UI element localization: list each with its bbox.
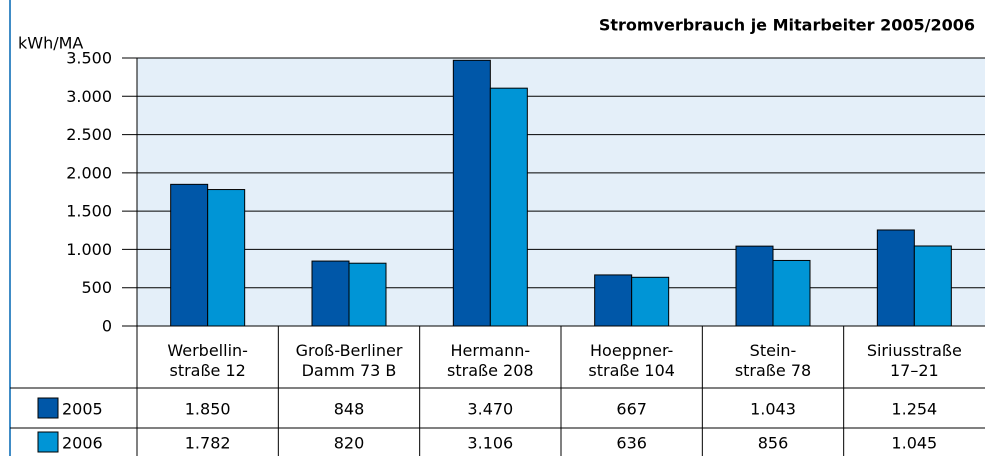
y-tick-label: 2.500 bbox=[66, 125, 112, 144]
table-value: 820 bbox=[334, 434, 365, 453]
table-value: 3.470 bbox=[467, 400, 513, 419]
x-tick-label: Hoeppner-straße 104 bbox=[588, 341, 675, 380]
bar bbox=[631, 276, 670, 327]
bar bbox=[311, 260, 350, 327]
x-tick-label: Stein-straße 78 bbox=[735, 341, 811, 380]
bar bbox=[913, 245, 952, 327]
table-value: 3.106 bbox=[467, 434, 513, 453]
y-axis-label: kWh/MA bbox=[18, 34, 83, 53]
bar bbox=[735, 245, 774, 327]
table-value: 856 bbox=[758, 434, 789, 453]
table-value: 1.043 bbox=[750, 400, 796, 419]
y-tick-label: 500 bbox=[81, 278, 112, 297]
bar bbox=[207, 189, 246, 327]
table-value: 1.254 bbox=[891, 400, 937, 419]
legend-label: 2005 bbox=[62, 400, 103, 419]
y-tick-label: 0 bbox=[102, 317, 112, 336]
bar bbox=[348, 262, 387, 327]
table-value: 848 bbox=[334, 400, 365, 419]
table-value: 1.045 bbox=[891, 434, 937, 453]
y-tick-label: 3.500 bbox=[66, 49, 112, 68]
bar bbox=[489, 87, 528, 327]
legend-swatch bbox=[37, 397, 59, 419]
legend-label: 2006 bbox=[62, 434, 103, 453]
table-value: 1.782 bbox=[185, 434, 231, 453]
bar bbox=[594, 274, 633, 327]
plot-background bbox=[137, 58, 985, 326]
legend-swatch bbox=[37, 431, 59, 453]
table-value: 636 bbox=[616, 434, 647, 453]
y-tick-label: 1.000 bbox=[66, 240, 112, 259]
bar bbox=[772, 259, 811, 327]
y-tick-label: 2.000 bbox=[66, 163, 112, 182]
y-tick-label: 1.500 bbox=[66, 202, 112, 221]
bar bbox=[876, 229, 915, 327]
bar bbox=[452, 59, 491, 327]
x-tick-label: Siriusstraße 17–21 bbox=[867, 341, 962, 380]
x-tick-label: Groß-Berliner Damm 73 B bbox=[296, 341, 403, 380]
x-tick-label: Hermann-straße 208 bbox=[447, 341, 534, 380]
table-value: 667 bbox=[616, 400, 647, 419]
table-value: 1.850 bbox=[185, 400, 231, 419]
x-tick-label: Werbellin-straße 12 bbox=[167, 341, 248, 380]
bar bbox=[170, 183, 209, 327]
y-tick-label: 3.000 bbox=[66, 87, 112, 106]
chart-title: Stromverbrauch je Mitarbeiter 2005/2006 bbox=[599, 16, 975, 35]
